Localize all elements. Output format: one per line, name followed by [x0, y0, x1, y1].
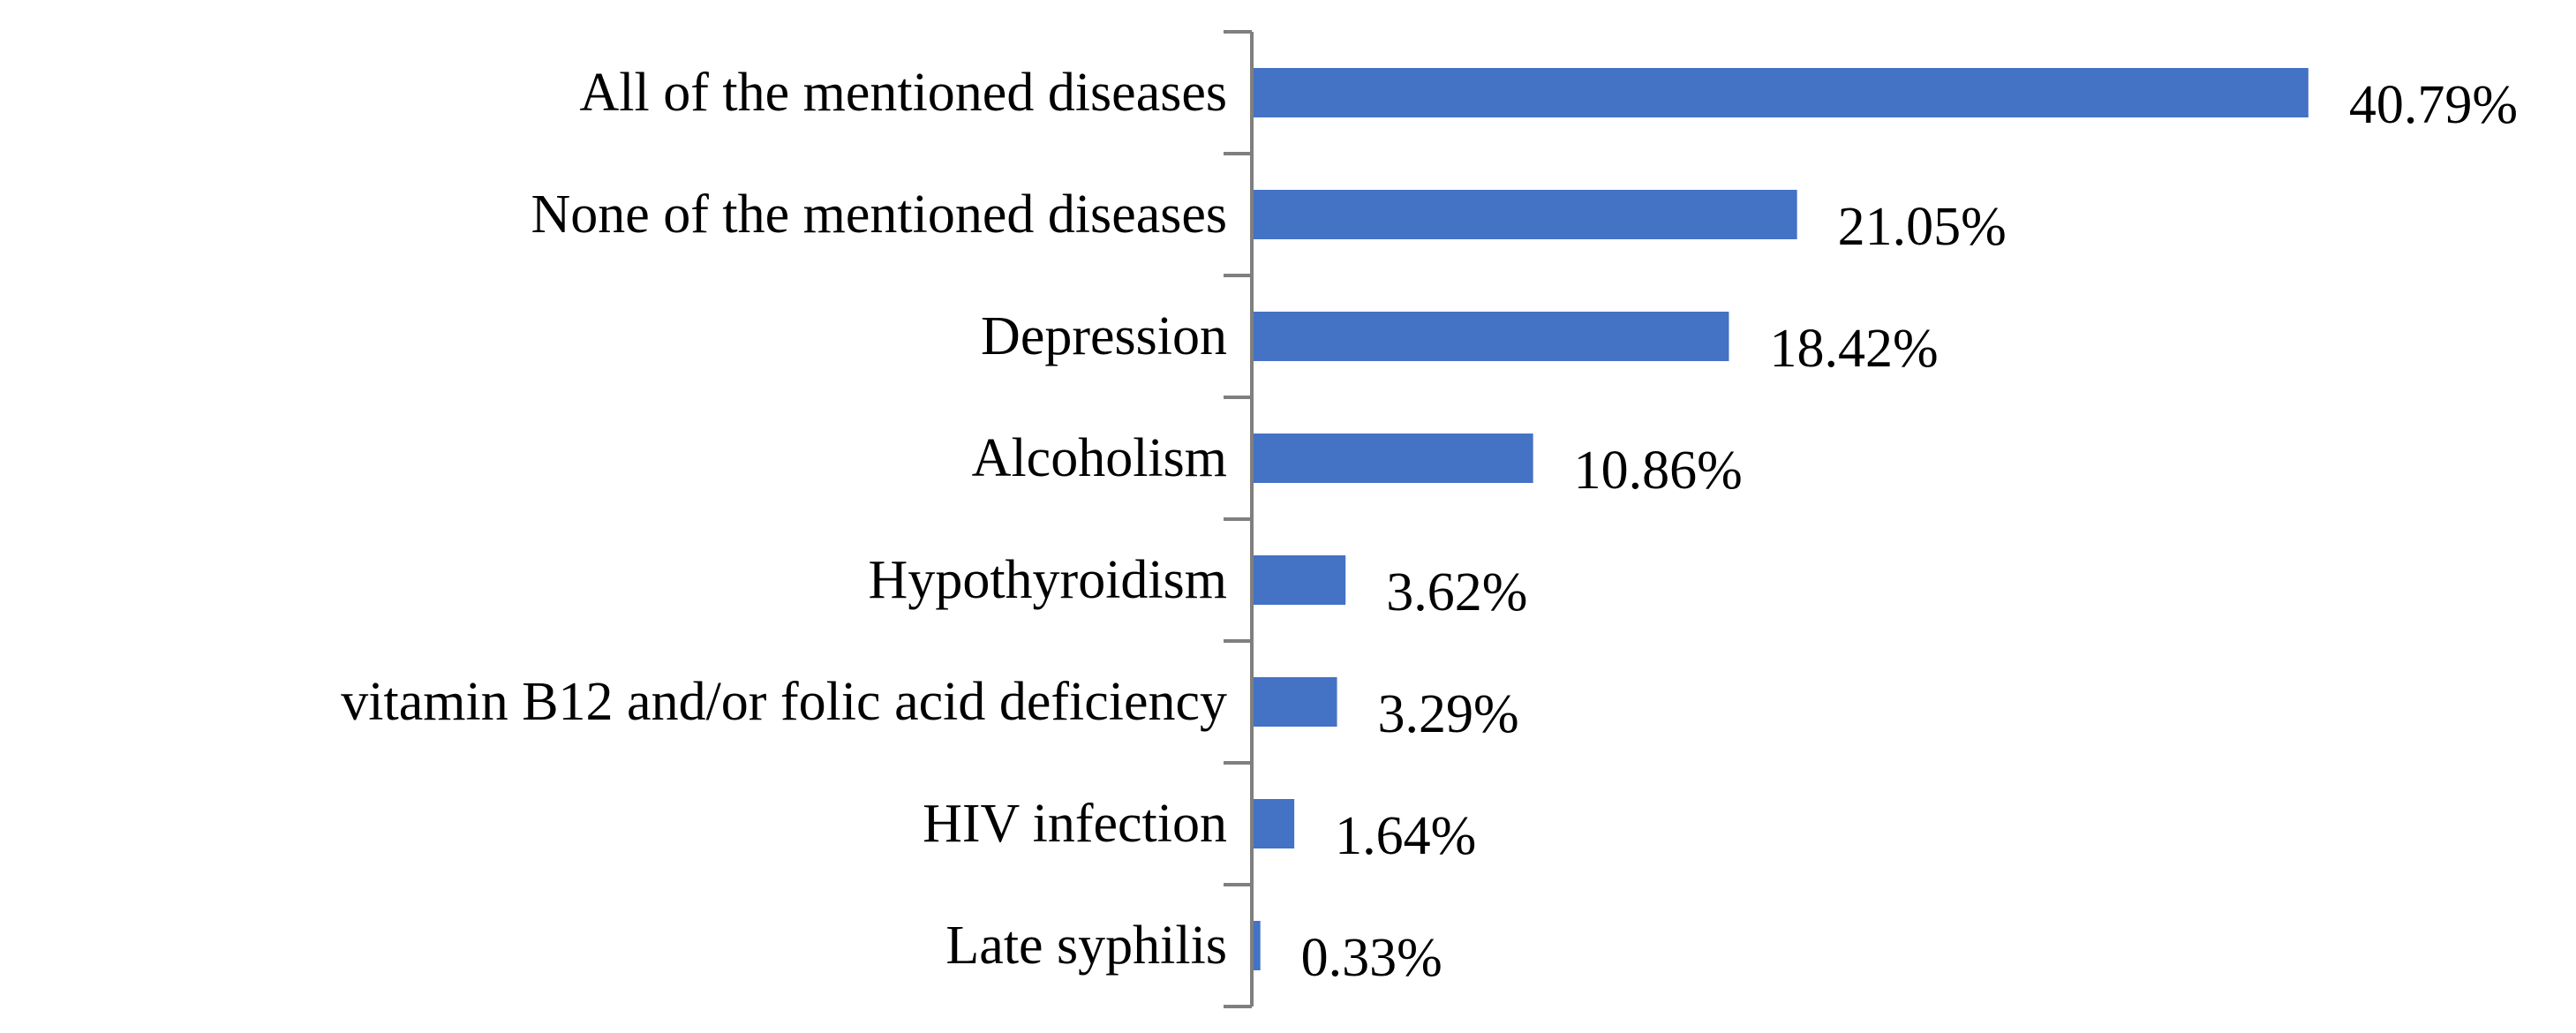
bar-1	[1252, 68, 2309, 117]
y-axis	[1224, 30, 1254, 1008]
category-label-1: All of the mentioned diseases	[580, 63, 1228, 123]
category-label-4: Alcoholism	[972, 428, 1227, 488]
bar-7	[1252, 799, 1295, 848]
bar-2	[1252, 190, 1797, 239]
data-label-7: 1.64%	[1335, 806, 1476, 866]
data-label-5: 3.62%	[1386, 562, 1527, 622]
category-label-7: HIV infection	[923, 794, 1227, 854]
category-label-3: Depression	[981, 306, 1227, 366]
bar-6	[1252, 677, 1337, 727]
data-labels-group: 40.79% 21.05% 18.42% 10.86% 3.62% 3.29% 1.64% 0…	[1301, 75, 2518, 988]
bar-3	[1252, 312, 1729, 361]
category-label-5: Hypothyroidism	[869, 550, 1227, 610]
data-label-3: 18.42%	[1769, 319, 1938, 379]
bar-5	[1252, 555, 1346, 605]
bar-4	[1252, 434, 1533, 483]
data-label-1: 40.79%	[2349, 75, 2518, 135]
data-label-6: 3.29%	[1378, 684, 1519, 744]
category-label-2: None of the mentioned diseases	[531, 185, 1227, 245]
data-label-4: 10.86%	[1574, 441, 1743, 501]
category-labels-group: All of the mentioned diseases None of the…	[341, 63, 1227, 976]
category-label-8: Late syphilis	[945, 916, 1227, 976]
bars-group	[1252, 68, 2309, 970]
category-label-6: vitamin B12 and/or folic acid deficiency	[341, 672, 1227, 732]
bar-8	[1252, 921, 1261, 970]
data-label-2: 21.05%	[1838, 197, 2007, 257]
data-label-8: 0.33%	[1301, 928, 1442, 988]
